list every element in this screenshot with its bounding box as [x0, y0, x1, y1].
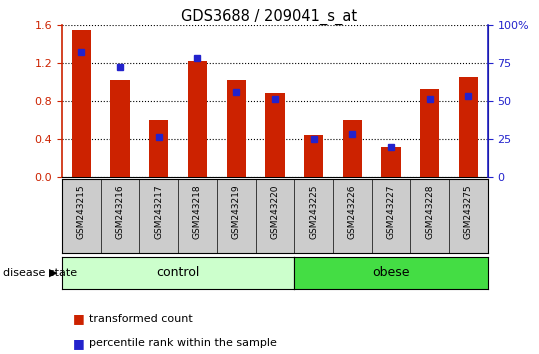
Text: ▶: ▶: [49, 268, 57, 278]
Bar: [459, 77, 478, 177]
Bar: [381, 147, 400, 177]
Bar: [343, 120, 362, 177]
Text: disease state: disease state: [3, 268, 77, 278]
Text: obese: obese: [372, 266, 410, 279]
Text: control: control: [156, 266, 200, 279]
Bar: [188, 61, 207, 177]
Bar: [110, 80, 130, 177]
Bar: [149, 120, 168, 177]
Text: GDS3688 / 209041_s_at: GDS3688 / 209041_s_at: [182, 9, 357, 25]
Bar: [304, 135, 323, 177]
Text: GSM243215: GSM243215: [77, 185, 86, 239]
Bar: [226, 80, 246, 177]
Text: percentile rank within the sample: percentile rank within the sample: [89, 338, 277, 348]
Text: ■: ■: [73, 312, 85, 325]
Text: GSM243218: GSM243218: [193, 185, 202, 239]
Text: GSM243228: GSM243228: [425, 185, 434, 239]
Text: GSM243226: GSM243226: [348, 185, 357, 239]
Text: transformed count: transformed count: [89, 314, 192, 324]
Text: GSM243227: GSM243227: [386, 185, 396, 239]
Bar: [265, 93, 285, 177]
Text: GSM243275: GSM243275: [464, 185, 473, 239]
Text: ■: ■: [73, 337, 85, 350]
Text: GSM243217: GSM243217: [154, 185, 163, 239]
Text: GSM243220: GSM243220: [271, 185, 279, 239]
Text: GSM243225: GSM243225: [309, 185, 318, 239]
Text: GSM243219: GSM243219: [232, 185, 241, 239]
Text: GSM243216: GSM243216: [115, 185, 125, 239]
Bar: [72, 29, 91, 177]
Bar: [420, 90, 439, 177]
